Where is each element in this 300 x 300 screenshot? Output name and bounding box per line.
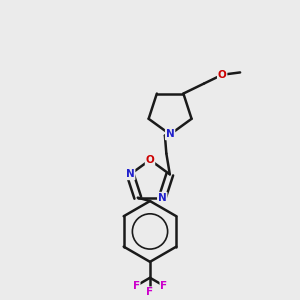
Text: N: N [158,193,167,202]
Text: F: F [160,281,167,291]
Text: O: O [218,70,226,80]
Text: O: O [146,155,154,165]
Text: F: F [133,281,140,291]
Text: N: N [166,129,175,140]
Text: F: F [146,287,154,297]
Text: N: N [126,169,135,179]
